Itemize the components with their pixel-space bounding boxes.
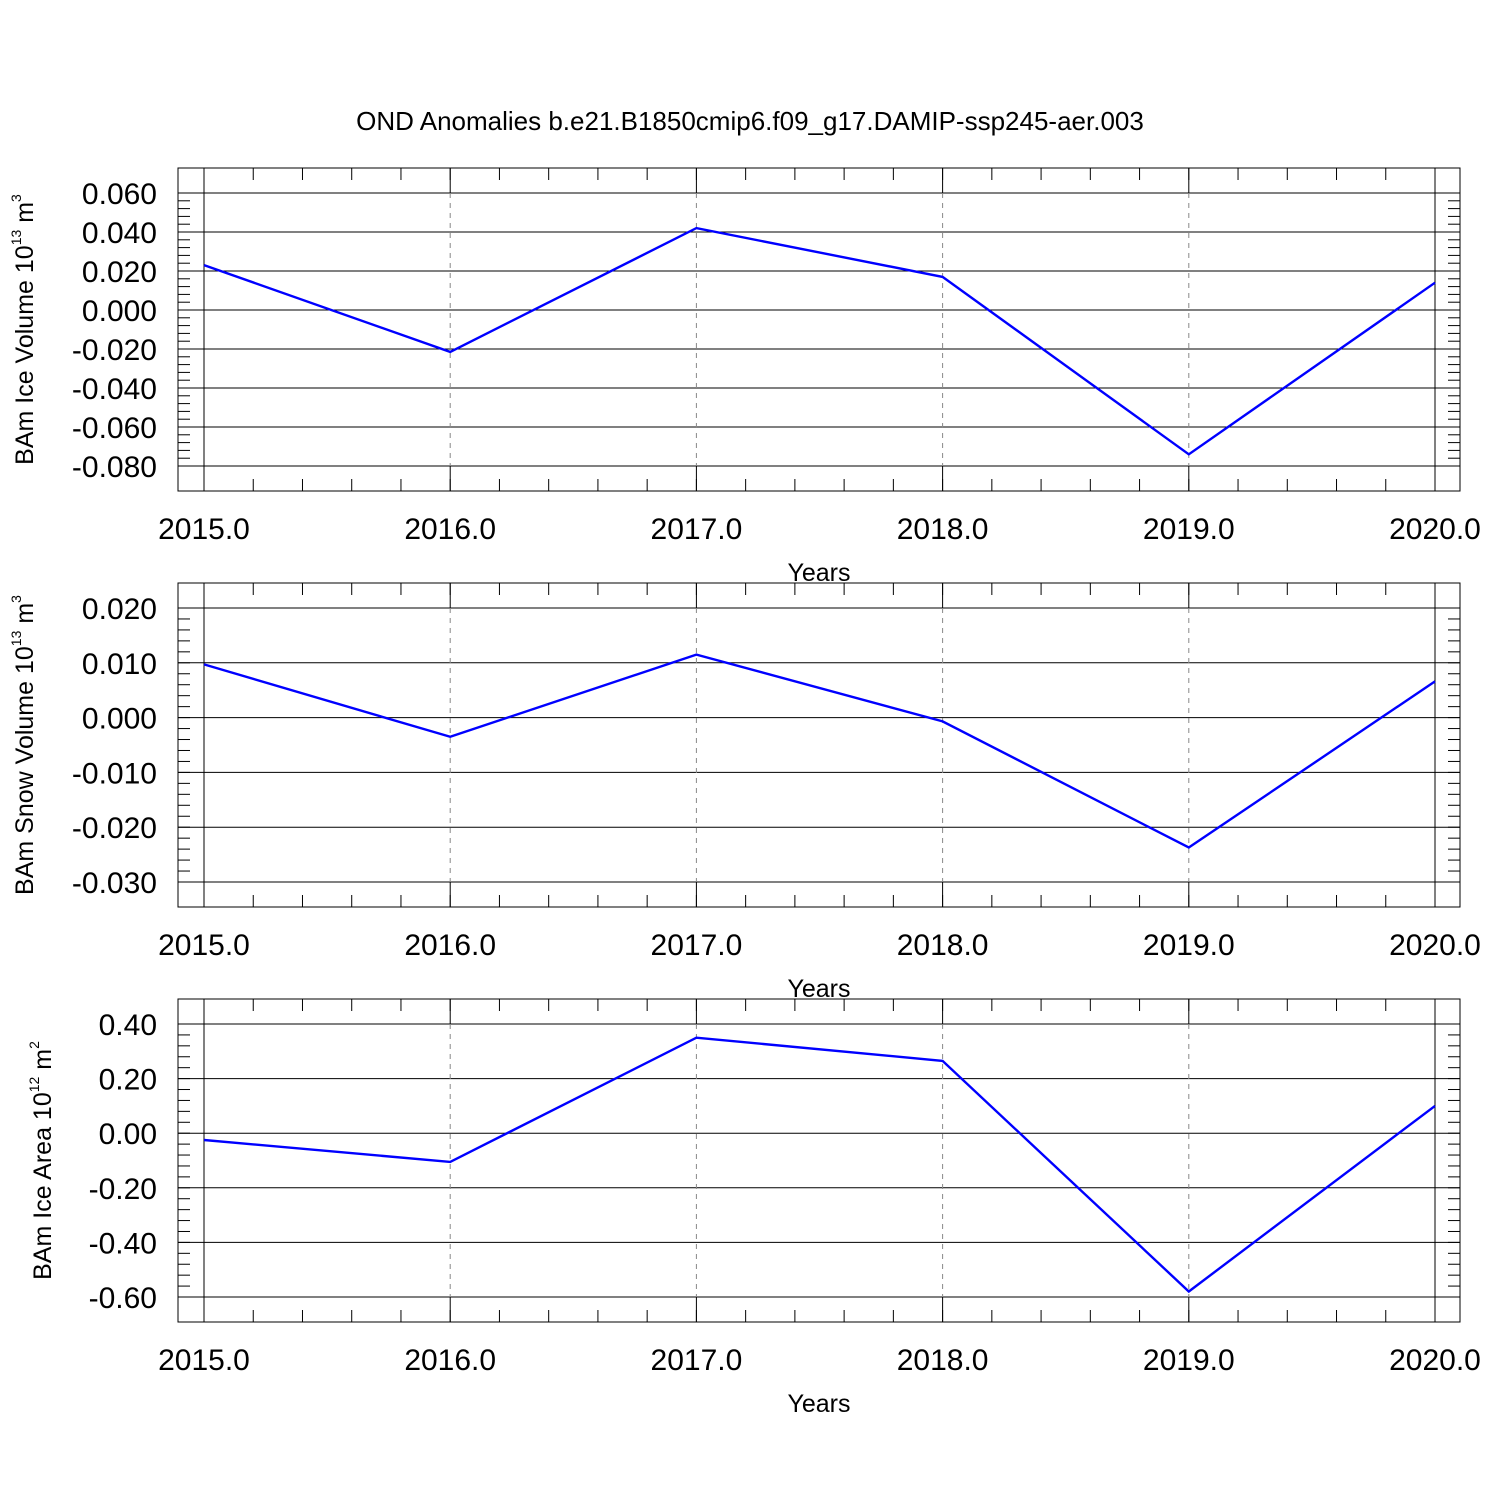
y-axis-label-exponent: 12 bbox=[26, 1076, 42, 1092]
x-tick-label: 2015.0 bbox=[158, 929, 250, 962]
y-tick-label: 0.040 bbox=[82, 217, 157, 250]
y-axis-label-unit: m bbox=[11, 202, 39, 230]
y-tick-label: -0.010 bbox=[72, 757, 157, 790]
plot-frame bbox=[177, 582, 1461, 908]
y-axis-label-exponent: 13 bbox=[8, 630, 24, 646]
y-tick-label: -0.030 bbox=[72, 867, 157, 900]
y-tick-label: -0.040 bbox=[72, 373, 157, 406]
figure-title: OND Anomalies b.e21.B1850cmip6.f09_g17.D… bbox=[356, 106, 1144, 136]
x-tick-label: 2020.0 bbox=[1389, 929, 1481, 962]
y-axis-label-unit: m bbox=[29, 1049, 57, 1077]
y-tick-label: 0.00 bbox=[99, 1118, 157, 1151]
x-tick-label: 2019.0 bbox=[1143, 513, 1235, 546]
x-tick-label: 2017.0 bbox=[651, 1344, 743, 1377]
x-axis-label: Years bbox=[787, 559, 850, 587]
y-axis-label: BAm Snow Volume 1013 m3 bbox=[8, 595, 39, 895]
y-axis-label-text: BAm Snow Volume 10 bbox=[11, 646, 39, 895]
y-tick-label: -0.20 bbox=[89, 1173, 157, 1206]
x-axis-label: Years bbox=[787, 1390, 850, 1418]
plot-frame bbox=[177, 998, 1461, 1323]
y-tick-label: -0.60 bbox=[89, 1282, 157, 1315]
plot-frame bbox=[177, 167, 1461, 492]
x-tick-label: 2018.0 bbox=[897, 513, 989, 546]
y-tick-label: -0.020 bbox=[72, 334, 157, 367]
y-axis-label-text: BAm Ice Area 10 bbox=[29, 1092, 57, 1280]
y-axis-label-unit-exponent: 3 bbox=[8, 194, 24, 202]
y-tick-label: 0.060 bbox=[82, 178, 157, 211]
x-tick-label: 2018.0 bbox=[897, 929, 989, 962]
y-tick-label: 0.40 bbox=[99, 1009, 157, 1042]
y-tick-label: 0.010 bbox=[82, 648, 157, 681]
x-tick-label: 2016.0 bbox=[404, 929, 496, 962]
chart-panel-1: 0.060 0.040 0.020 0.000 -0.020 -0.040 -0.060 -0… bbox=[8, 167, 1481, 587]
x-tick-label: 2020.0 bbox=[1389, 1344, 1481, 1377]
x-tick-label: 2019.0 bbox=[1143, 929, 1235, 962]
series-line-1 bbox=[203, 653, 1436, 849]
y-tick-label: -0.40 bbox=[89, 1227, 157, 1260]
y-tick-label: -0.020 bbox=[72, 812, 157, 845]
y-axis-label-unit-exponent: 3 bbox=[8, 595, 24, 603]
x-tick-label: 2018.0 bbox=[897, 1344, 989, 1377]
y-tick-label: 0.020 bbox=[82, 593, 157, 626]
x-tick-label: 2017.0 bbox=[651, 513, 743, 546]
x-tick-label: 2015.0 bbox=[158, 1344, 250, 1377]
series-line-1 bbox=[203, 226, 1436, 456]
x-axis-label: Years bbox=[787, 975, 850, 1003]
y-tick-label: 0.20 bbox=[99, 1064, 157, 1097]
y-tick-label: 0.000 bbox=[82, 703, 157, 736]
y-axis-label-exponent: 13 bbox=[8, 230, 24, 246]
y-axis-label: BAm Ice Volume 1013 m3 bbox=[8, 194, 39, 465]
y-axis-label: BAm Ice Area 1012 m2 bbox=[26, 1041, 57, 1280]
y-tick-label: 0.000 bbox=[82, 295, 157, 328]
series-line-1 bbox=[203, 1036, 1436, 1294]
y-axis-label-text: BAm Ice Volume 10 bbox=[11, 245, 39, 465]
chart-panels: 0.060 0.040 0.020 0.000 -0.020 -0.040 -0.060 -0… bbox=[8, 167, 1481, 1418]
y-tick-label: -0.080 bbox=[72, 451, 157, 484]
y-tick-label: 0.020 bbox=[82, 256, 157, 289]
x-tick-label: 2015.0 bbox=[158, 513, 250, 546]
x-tick-label: 2017.0 bbox=[651, 929, 743, 962]
x-tick-label: 2016.0 bbox=[404, 513, 496, 546]
y-axis-label-unit-exponent: 2 bbox=[26, 1041, 42, 1049]
y-tick-label: -0.060 bbox=[72, 412, 157, 445]
x-tick-label: 2016.0 bbox=[404, 1344, 496, 1377]
x-tick-label: 2020.0 bbox=[1389, 513, 1481, 546]
y-axis-label-unit: m bbox=[11, 603, 39, 631]
x-tick-label: 2019.0 bbox=[1143, 1344, 1235, 1377]
